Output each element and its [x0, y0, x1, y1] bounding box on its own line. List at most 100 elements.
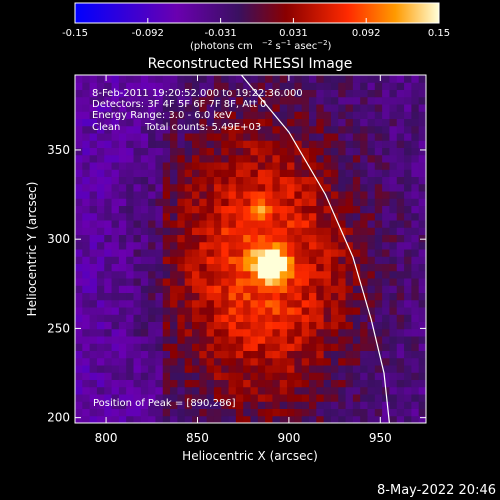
heatmap-cell [96, 89, 105, 98]
heatmap-cell [360, 299, 368, 308]
heatmap-cell [279, 299, 288, 308]
heatmap-cell [89, 394, 98, 402]
heatmap-cell [345, 321, 354, 330]
heatmap-cell [155, 336, 164, 344]
heatmap-cell [309, 249, 317, 257]
heatmap-cell [75, 169, 83, 177]
heatmap-cell [360, 205, 368, 214]
heatmap-cell [192, 191, 200, 199]
heatmap-cell [279, 205, 288, 214]
heatmap-cell [89, 408, 98, 417]
heatmap-cell [272, 89, 281, 98]
heatmap-cell [418, 394, 426, 402]
heatmap-cell [82, 111, 91, 119]
heatmap-cell [235, 154, 244, 163]
heatmap-cell [352, 270, 361, 279]
heatmap-cell [243, 386, 251, 395]
colorbar-ticks: -0.15 -0.092 -0.031 0.031 0.092 0.15 [62, 18, 450, 39]
heatmap-cell [374, 365, 383, 373]
heatmap-cell [206, 386, 215, 395]
heatmap-cell [287, 220, 295, 228]
heatmap-cell [118, 343, 127, 351]
heatmap-cell [155, 299, 164, 308]
heatmap-cell [272, 82, 281, 90]
heatmap-cell [162, 285, 171, 293]
heatmap-cell [96, 82, 105, 90]
heatmap-cell [257, 350, 266, 359]
heatmap-cell [374, 292, 383, 301]
heatmap-cell [345, 307, 354, 315]
heatmap-cell [206, 154, 215, 163]
heatmap-cell [75, 96, 83, 105]
heatmap-cell [206, 328, 215, 337]
heatmap-cell [316, 183, 325, 192]
heatmap-cell [75, 336, 83, 344]
heatmap-cell [221, 140, 230, 148]
heatmap-cell [184, 176, 193, 185]
heatmap-cell [279, 82, 288, 90]
heatmap-cell [104, 270, 113, 279]
heatmap-cell [396, 336, 405, 344]
heatmap-cell [352, 263, 361, 272]
x-axis-label: Heliocentric X (arcsec) [182, 449, 318, 463]
heatmap-cell [155, 111, 164, 119]
heatmap-cell [111, 183, 120, 192]
heatmap-cell [396, 183, 405, 192]
heatmap-cell [360, 118, 368, 127]
heatmap-cell [133, 270, 142, 279]
heatmap-cell [104, 408, 113, 417]
heatmap-cell [118, 176, 127, 185]
heatmap-cell [323, 125, 332, 134]
heatmap-cell [177, 285, 186, 293]
heatmap-cell [118, 104, 127, 112]
heatmap-cell [243, 75, 251, 83]
heatmap-cell [111, 249, 120, 257]
heatmap-cell [272, 343, 281, 351]
heatmap-cell [330, 299, 339, 308]
heatmap-cell [82, 118, 91, 127]
heatmap-cell [345, 241, 354, 250]
heatmap-cell [126, 198, 134, 206]
heatmap-cell [287, 75, 295, 83]
heatmap-cell [89, 278, 98, 286]
heatmap-cell [257, 321, 266, 330]
heatmap-cell [389, 408, 398, 417]
heatmap-cell [418, 328, 426, 337]
heatmap-cell [396, 263, 405, 272]
heatmap-cell [345, 357, 354, 366]
heatmap-cell [118, 118, 127, 127]
heatmap-cell [250, 321, 259, 330]
heatmap-cell [396, 350, 405, 359]
heatmap-cell [287, 125, 295, 134]
heatmap-cell [360, 401, 368, 409]
heatmap-cell [221, 415, 230, 423]
heatmap-cell [374, 234, 383, 243]
heatmap-cell [192, 350, 200, 359]
heatmap-cell [118, 183, 127, 192]
heatmap-cell [294, 314, 303, 322]
heatmap-cell [265, 299, 273, 308]
heatmap-cell [148, 263, 156, 272]
heatmap-cell [148, 401, 156, 409]
heatmap-cell [367, 133, 376, 141]
heatmap-cell [243, 270, 251, 279]
heatmap-cell [411, 140, 420, 148]
heatmap-cell [316, 220, 325, 228]
heatmap-cell [243, 191, 251, 199]
heatmap-cell [206, 307, 215, 315]
heatmap-cell [396, 89, 405, 98]
heatmap-cell [287, 285, 295, 293]
colorbar-tick-label: 0.031 [279, 28, 308, 39]
heatmap-cell [330, 75, 339, 83]
heatmap-cell [82, 401, 91, 409]
heatmap-cell [382, 263, 390, 272]
heatmap-cell [221, 372, 230, 380]
heatmap-cell [404, 133, 412, 141]
heatmap-cell [330, 147, 339, 156]
heatmap-cell [396, 379, 405, 388]
heatmap-cell [389, 234, 398, 243]
heatmap-cell [301, 147, 310, 156]
heatmap-cell [243, 220, 251, 228]
heatmap-cell [396, 357, 405, 366]
heatmap-cell [96, 234, 105, 243]
